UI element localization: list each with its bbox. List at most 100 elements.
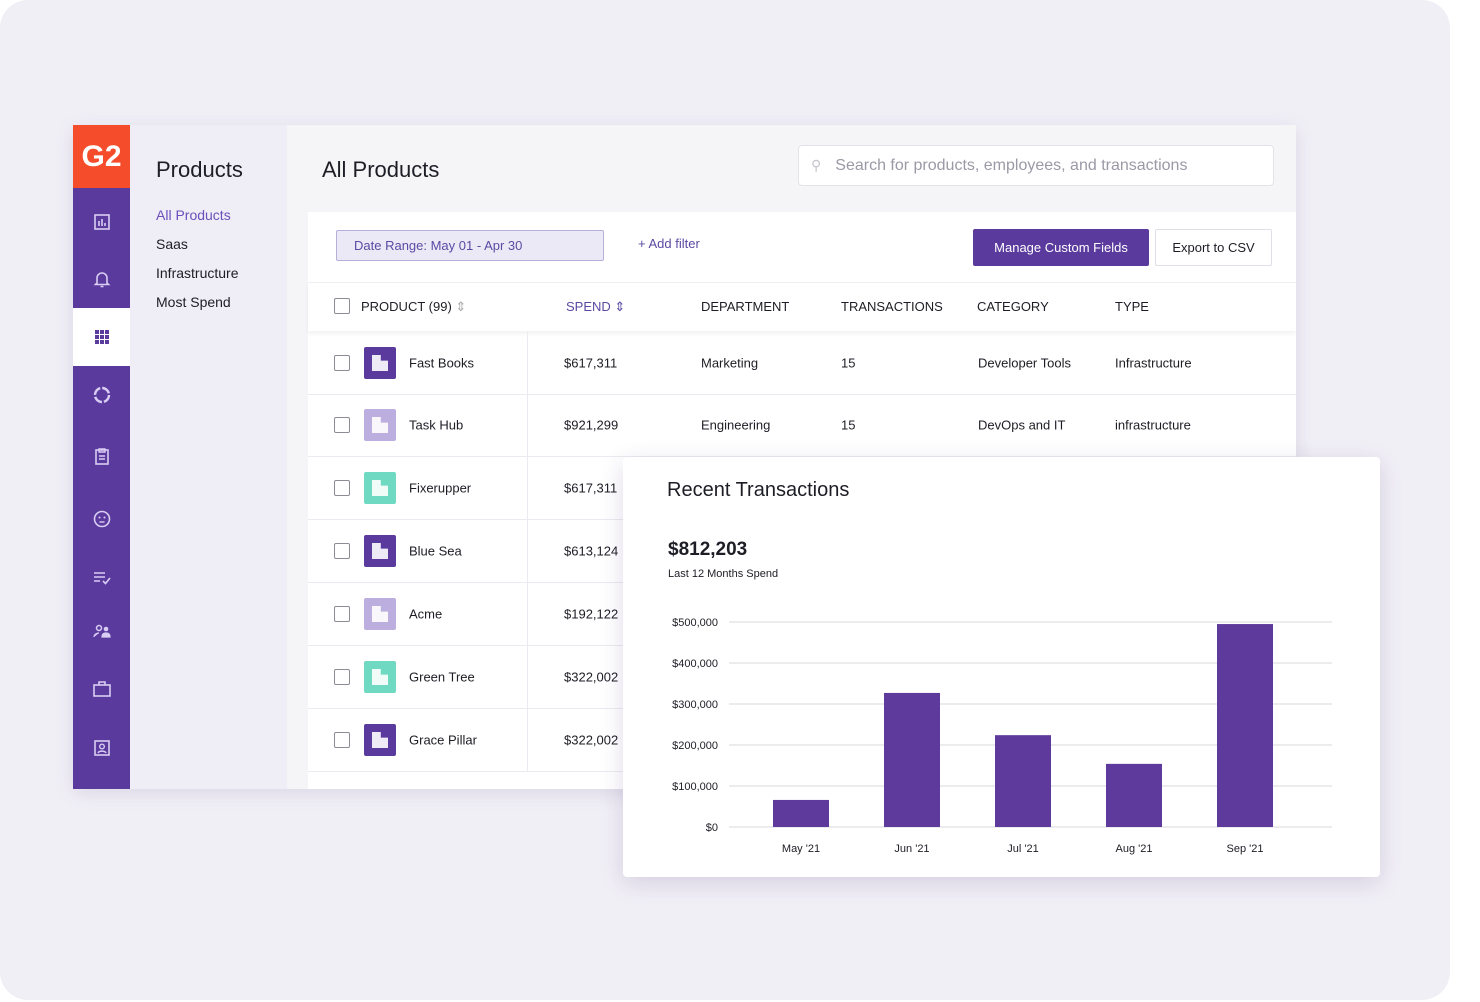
col-product[interactable]: PRODUCT (99) ⇕ bbox=[361, 299, 467, 314]
sort-icon: ⇕ bbox=[614, 299, 626, 314]
subnav-item-most-spend[interactable]: Most Spend bbox=[156, 294, 231, 310]
rail-item-bar-chart[interactable] bbox=[73, 193, 130, 251]
cell-spend: $617,311 bbox=[564, 355, 618, 371]
rail-item-grid[interactable] bbox=[73, 308, 130, 366]
y-tick-label: $400,000 bbox=[672, 658, 718, 670]
building-icon bbox=[364, 724, 396, 756]
rail-item-contact-card[interactable] bbox=[73, 719, 130, 777]
cell-spend: $617,311 bbox=[564, 480, 618, 496]
g2-logo[interactable]: G2 bbox=[73, 125, 130, 188]
product-name[interactable]: Acme bbox=[409, 606, 443, 622]
cell-category: DevOps and IT bbox=[978, 417, 1066, 433]
products-subnav: Products All Products Saas Infrastructur… bbox=[130, 125, 287, 789]
building-icon bbox=[364, 347, 396, 379]
x-tick-label: Jul '21 bbox=[1007, 843, 1038, 855]
building-icon bbox=[364, 472, 396, 504]
bar bbox=[1217, 624, 1273, 827]
row-checkbox[interactable] bbox=[334, 480, 350, 496]
bar bbox=[773, 799, 829, 827]
search-icon: ⚲ bbox=[811, 157, 822, 173]
row-checkbox[interactable] bbox=[334, 417, 350, 433]
cell-spend: $921,299 bbox=[564, 417, 619, 433]
cell-type: Infrastructure bbox=[1115, 355, 1192, 371]
cell-spend: $613,124 bbox=[564, 543, 619, 559]
product-name[interactable]: Grace Pillar bbox=[409, 732, 477, 748]
cell-transactions: 15 bbox=[841, 355, 856, 371]
x-tick-label: May '21 bbox=[782, 843, 820, 855]
rail-item-briefcase[interactable] bbox=[73, 660, 130, 718]
recent-transactions-card: Recent Transactions $812,203 Last 12 Mon… bbox=[623, 457, 1380, 877]
checklist-icon bbox=[93, 572, 111, 585]
search-input[interactable]: ⚲ Search for products, employees, and tra… bbox=[798, 145, 1274, 186]
clipboard-icon bbox=[94, 448, 109, 465]
bar bbox=[884, 692, 940, 827]
column-divider bbox=[527, 394, 528, 456]
building-icon bbox=[364, 598, 396, 630]
table-row[interactable]: Task Hub $921,299 Engineering 15 DevOps and … bbox=[308, 394, 1296, 457]
rail-item-clipboard[interactable] bbox=[73, 427, 130, 485]
y-tick-label: $200,000 bbox=[672, 740, 718, 752]
row-checkbox[interactable] bbox=[334, 669, 350, 685]
cell-department: Marketing bbox=[701, 355, 759, 371]
cell-spend: $322,002 bbox=[564, 669, 619, 685]
rail-item-donut[interactable] bbox=[73, 366, 130, 424]
rail-item-face[interactable] bbox=[73, 490, 130, 548]
select-all-checkbox[interactable] bbox=[334, 298, 350, 314]
total-spend-label: Last 12 Months Spend bbox=[668, 568, 779, 580]
subnav-title: Products bbox=[156, 157, 243, 182]
column-divider bbox=[527, 583, 528, 645]
card-title: Recent Transactions bbox=[667, 479, 850, 501]
y-tick-label: $100,000 bbox=[672, 781, 718, 793]
subnav-item-infrastructure[interactable]: Infrastructure bbox=[156, 265, 239, 281]
x-tick-label: Sep '21 bbox=[1227, 843, 1264, 855]
donut-icon bbox=[93, 386, 110, 404]
product-name[interactable]: Task Hub bbox=[409, 417, 464, 433]
row-checkbox[interactable] bbox=[334, 355, 350, 371]
bar-chart-icon bbox=[93, 214, 110, 230]
subnav-item-all-products[interactable]: All Products bbox=[156, 207, 231, 223]
cell-transactions: 15 bbox=[841, 417, 856, 433]
rail-item-bell[interactable] bbox=[73, 250, 130, 308]
col-category[interactable]: CATEGORY bbox=[977, 299, 1049, 314]
face-icon bbox=[93, 510, 110, 528]
product-name[interactable]: Green Tree bbox=[409, 669, 475, 685]
add-filter-button[interactable]: + Add filter bbox=[638, 236, 700, 251]
manage-custom-fields-button[interactable]: Manage Custom Fields bbox=[973, 229, 1149, 266]
y-tick-label: $500,000 bbox=[672, 617, 718, 629]
building-icon bbox=[364, 661, 396, 693]
rail-item-checklist[interactable] bbox=[73, 548, 130, 606]
cell-department: Engineering bbox=[701, 417, 771, 433]
cell-category: Developer Tools bbox=[978, 355, 1071, 371]
product-name[interactable]: Fast Books bbox=[409, 355, 475, 371]
sort-icon: ⇕ bbox=[455, 299, 467, 314]
col-department[interactable]: DEPARTMENT bbox=[701, 299, 790, 314]
row-checkbox[interactable] bbox=[334, 732, 350, 748]
bar bbox=[1106, 763, 1162, 827]
building-icon bbox=[364, 535, 396, 567]
row-checkbox[interactable] bbox=[334, 543, 350, 559]
grid-icon bbox=[94, 330, 109, 344]
col-spend[interactable]: SPEND ⇕ bbox=[566, 299, 626, 314]
col-type[interactable]: TYPE bbox=[1115, 299, 1149, 314]
table-row[interactable]: Fast Books $617,311 Marketing 15 Developer T… bbox=[308, 332, 1296, 395]
column-divider bbox=[527, 646, 528, 708]
subnav-item-saas[interactable]: Saas bbox=[156, 236, 188, 252]
date-range-filter[interactable]: Date Range: May 01 - Apr 30 bbox=[336, 230, 604, 261]
product-name[interactable]: Blue Sea bbox=[409, 543, 462, 559]
bar bbox=[995, 735, 1051, 827]
cell-spend: $192,122 bbox=[564, 606, 619, 622]
product-name[interactable]: Fixerupper bbox=[409, 480, 472, 496]
page-title: All Products bbox=[322, 157, 440, 182]
rail-item-people[interactable] bbox=[73, 602, 130, 660]
spend-bar-chart: $0 $100,000 $200,000 $300,000 $400,000 $500,0… bbox=[672, 617, 1332, 855]
search-placeholder: Search for products, employees, and tran… bbox=[835, 156, 1188, 174]
export-csv-button[interactable]: Export to CSV bbox=[1155, 229, 1272, 266]
table-header: PRODUCT (99) ⇕ SPEND ⇕ DEPARTMENT TRANSA… bbox=[308, 282, 1296, 331]
col-transactions[interactable]: TRANSACTIONS bbox=[841, 299, 943, 314]
briefcase-icon bbox=[92, 681, 111, 697]
column-divider bbox=[527, 457, 528, 519]
building-icon bbox=[364, 409, 396, 441]
people-icon bbox=[92, 624, 111, 638]
row-checkbox[interactable] bbox=[334, 606, 350, 622]
x-tick-label: Jun '21 bbox=[894, 843, 929, 855]
